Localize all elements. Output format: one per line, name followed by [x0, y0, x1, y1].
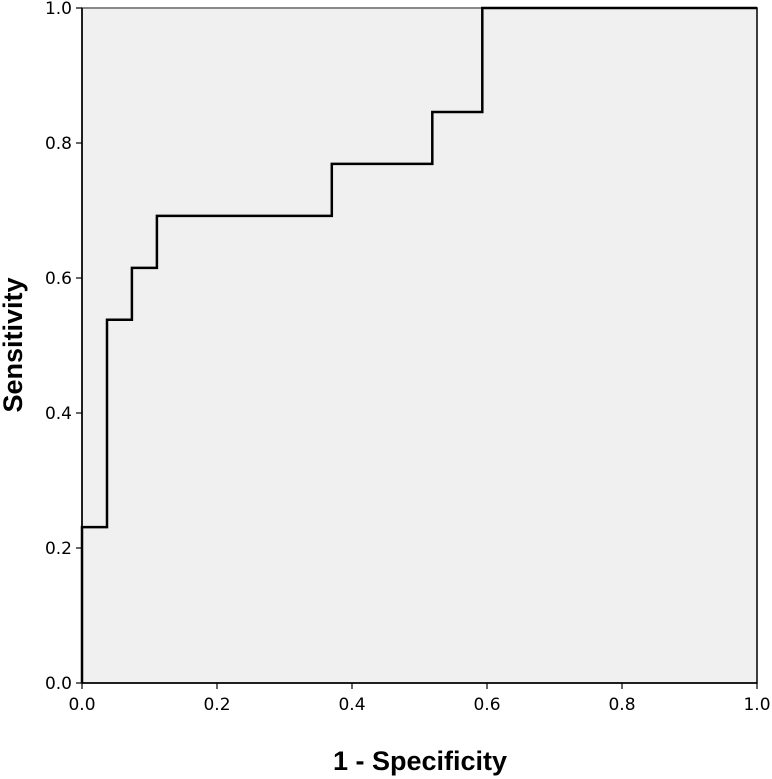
x-tick-label: 0.0	[68, 695, 95, 715]
x-tick-label: 0.6	[473, 695, 500, 715]
roc-curve	[80, 6, 757, 683]
x-axis-title: 1 - Specificity	[333, 746, 507, 776]
y-tick-label: 1.0	[45, 0, 72, 19]
y-tick-label: 0.2	[45, 539, 72, 559]
x-tick-label: 0.8	[608, 695, 635, 715]
y-axis-title: Sensitivity	[0, 277, 28, 412]
plot-area	[81, 7, 758, 684]
x-tick-label: 0.4	[338, 695, 365, 715]
x-tick-label: 0.2	[203, 695, 230, 715]
x-ticks: 0.0 0.2 0.4 0.6 0.8 1.0	[68, 683, 771, 715]
x-tick-label: 1.0	[743, 695, 770, 715]
y-ticks: 0.0 0.2 0.4 0.6 0.8 1.0	[45, 0, 82, 694]
y-tick-label: 0.8	[45, 134, 72, 154]
y-tick-label: 0.0	[45, 674, 72, 694]
y-tick-label: 0.4	[45, 404, 72, 424]
y-tick-label: 0.6	[45, 269, 72, 289]
